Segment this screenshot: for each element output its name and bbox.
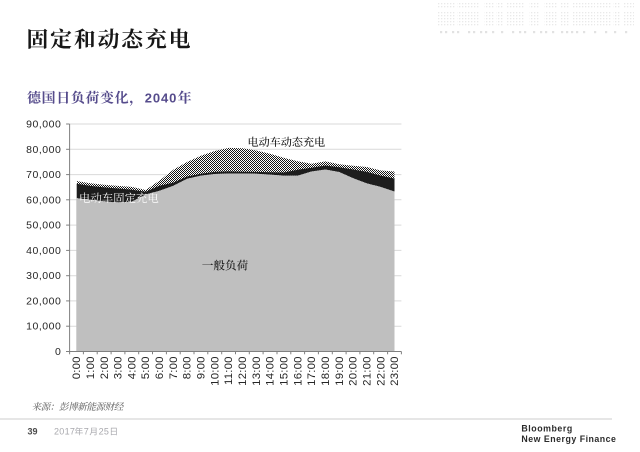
svg-text:60,000: 60,000 — [26, 194, 61, 206]
svg-text:22:00: 22:00 — [375, 356, 387, 386]
svg-text:12:00: 12:00 — [237, 356, 249, 386]
svg-text:2040: 2040 — [145, 91, 178, 106]
svg-text:30,000: 30,000 — [26, 270, 61, 282]
svg-text:6:00: 6:00 — [154, 356, 166, 379]
svg-text:11:00: 11:00 — [223, 356, 235, 385]
svg-text:0: 0 — [55, 346, 61, 358]
svg-text:2:00: 2:00 — [99, 356, 111, 379]
svg-text:Bloomberg: Bloomberg — [521, 424, 572, 434]
svg-text:14:00: 14:00 — [265, 356, 277, 386]
svg-text:10:00: 10:00 — [209, 356, 221, 386]
svg-text:39: 39 — [28, 426, 38, 436]
svg-text:18:00: 18:00 — [320, 356, 332, 386]
svg-text:15:00: 15:00 — [279, 356, 291, 386]
svg-text:23:00: 23:00 — [389, 356, 401, 386]
svg-text:10,000: 10,000 — [26, 321, 61, 333]
svg-text:20:00: 20:00 — [348, 356, 360, 386]
svg-text:20,000: 20,000 — [26, 295, 61, 307]
svg-text:21:00: 21:00 — [361, 356, 373, 386]
svg-text:1:00: 1:00 — [85, 356, 97, 379]
svg-text:5:00: 5:00 — [140, 356, 152, 379]
svg-text:19:00: 19:00 — [334, 356, 346, 386]
svg-text:16:00: 16:00 — [292, 356, 304, 386]
svg-text:70,000: 70,000 — [26, 169, 61, 181]
svg-text:4:00: 4:00 — [126, 356, 138, 379]
svg-text:0:00: 0:00 — [71, 356, 83, 379]
svg-text:25: 25 — [99, 427, 110, 437]
svg-text:7:00: 7:00 — [168, 356, 180, 379]
svg-text:13:00: 13:00 — [251, 356, 263, 386]
svg-text:3:00: 3:00 — [113, 356, 125, 379]
svg-text:2017: 2017 — [54, 427, 75, 437]
svg-text:7: 7 — [84, 427, 89, 437]
svg-text:90,000: 90,000 — [26, 119, 61, 131]
svg-text:8:00: 8:00 — [182, 356, 194, 379]
svg-text:9:00: 9:00 — [196, 356, 208, 379]
svg-text:40,000: 40,000 — [26, 245, 61, 257]
svg-text:80,000: 80,000 — [26, 144, 61, 156]
svg-text:50,000: 50,000 — [26, 220, 61, 232]
svg-text:17:00: 17:00 — [306, 356, 318, 386]
svg-text:New Energy Finance: New Energy Finance — [521, 434, 616, 444]
